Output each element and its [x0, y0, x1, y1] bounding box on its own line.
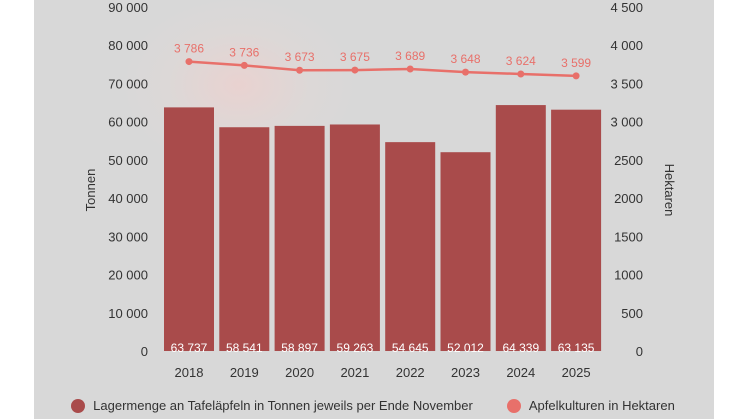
point-value-label: 3 624: [506, 54, 536, 68]
x-tick-label: 2018: [175, 365, 204, 380]
y-tick-left: 10 000: [108, 306, 148, 321]
point-value-label: 3 673: [285, 50, 315, 64]
legend-item-line[interactable]: Apfelkulturen in Hektaren: [506, 398, 675, 413]
line-point: [351, 66, 359, 74]
y-tick-right: 4 500: [610, 0, 643, 15]
point-value-label: 3 736: [229, 45, 259, 59]
bar: [164, 107, 214, 351]
point-value-label: 3 786: [174, 42, 204, 56]
line-point: [572, 72, 580, 80]
y-tick-left: 20 000: [108, 268, 148, 283]
y-tick-left: 70 000: [108, 76, 148, 91]
bar: [329, 124, 380, 351]
bar-value-label: 52 012: [447, 341, 484, 355]
legend-line-swatch: [506, 398, 521, 413]
y-tick-right: 3 000: [610, 115, 643, 130]
x-tick-label: 2023: [451, 365, 480, 380]
y-tick-right: 2000: [614, 191, 643, 206]
y-tick-right: 4 000: [610, 38, 643, 53]
y-tick-right: 500: [621, 306, 643, 321]
y-tick-left: 40 000: [108, 191, 148, 206]
bar-value-label: 54 645: [392, 341, 429, 355]
bar: [495, 105, 546, 351]
legend-item-bars[interactable]: Lagermenge an Tafeläpfeln in Tonnen jewe…: [71, 398, 473, 413]
bar-value-label: 64 339: [502, 341, 539, 355]
bar-value-label: 58 897: [281, 341, 318, 355]
line-point: [185, 58, 193, 66]
line-series: [188, 60, 577, 78]
legend-bars-swatch: [71, 398, 86, 413]
bar: [219, 127, 270, 351]
point-value-label: 3 689: [395, 49, 425, 63]
y-tick-right: 3 500: [610, 76, 643, 91]
legend-line-label: Apfelkulturen in Hektaren: [528, 398, 675, 413]
x-tick-label: 2025: [562, 365, 591, 380]
y-tick-right: 2500: [614, 153, 643, 168]
y-tick-left: 60 000: [108, 115, 148, 130]
x-tick-label: 2020: [285, 365, 314, 380]
x-tick-label: 2024: [506, 365, 535, 380]
line-point: [406, 65, 414, 73]
x-tick-label: 2019: [230, 365, 259, 380]
point-value-label: 3 648: [450, 52, 480, 66]
line-point: [517, 70, 525, 78]
y-tick-left: 90 000: [108, 0, 148, 15]
point-value-label: 3 675: [340, 50, 370, 64]
line-point: [296, 66, 304, 74]
bar-value-label: 59 263: [337, 341, 374, 355]
legend-bars-label: Lagermenge an Tafeläpfeln in Tonnen jewe…: [93, 398, 473, 413]
line-point: [462, 68, 469, 76]
bar: [385, 142, 436, 351]
y-tick-right: 1500: [614, 229, 643, 244]
y-axis-title-right: Hektaren: [662, 164, 677, 217]
x-tick-label: 2021: [340, 365, 369, 380]
bar: [551, 109, 602, 352]
bar: [440, 152, 491, 351]
y-tick-left: 80 000: [108, 38, 148, 53]
line-point: [240, 61, 248, 69]
bar-value-label: 63 135: [558, 341, 595, 355]
y-tick-right: 0: [636, 344, 643, 359]
bar-value-label: 63 737: [171, 341, 208, 355]
bar: [274, 125, 325, 352]
y-axis-title-left: Tonnen: [83, 169, 98, 212]
y-tick-left: 50 000: [108, 153, 148, 168]
point-value-label: 3 599: [561, 56, 591, 70]
y-tick-right: 1000: [614, 268, 643, 283]
y-tick-left: 30 000: [108, 229, 148, 244]
bar-value-label: 58 541: [226, 341, 263, 355]
y-tick-left: 0: [141, 344, 148, 359]
x-tick-label: 2022: [396, 365, 425, 380]
legend: Lagermenge an Tafeläpfeln in Tonnen jewe…: [0, 398, 746, 413]
